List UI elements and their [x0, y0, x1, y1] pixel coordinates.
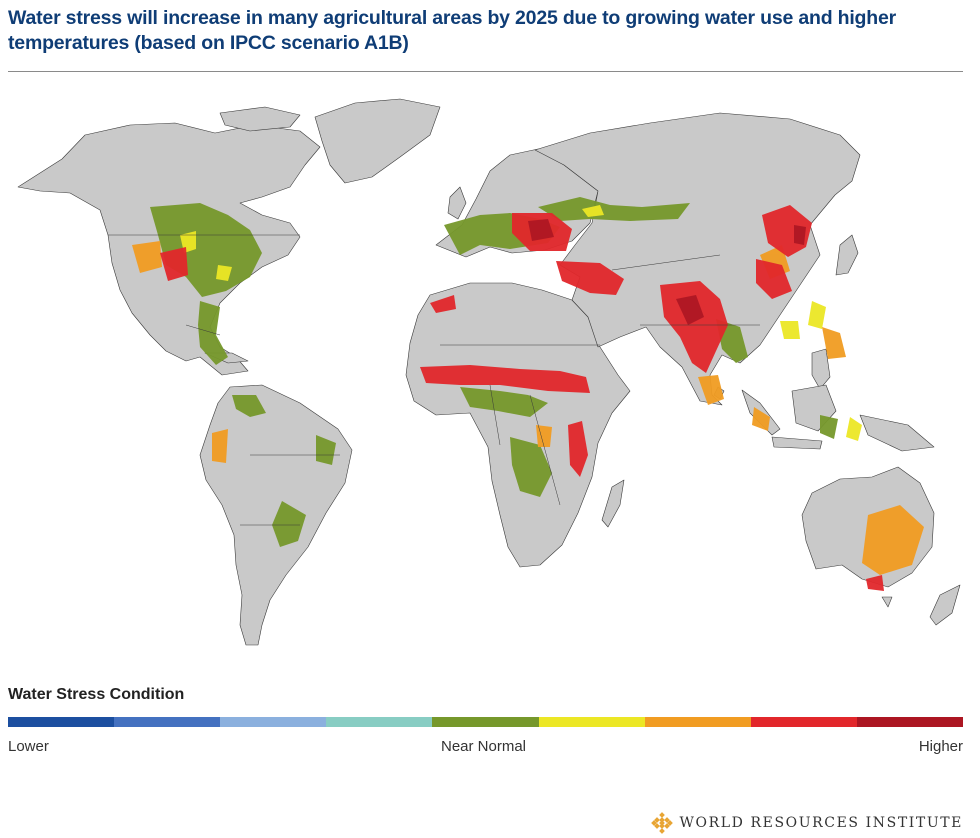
legend-title: Water Stress Condition: [8, 686, 185, 703]
japan: [835, 234, 859, 276]
legend-color-scale: [8, 717, 963, 727]
south-america: [199, 384, 353, 646]
title-divider: [8, 71, 963, 72]
legend-label-near-normal: Near Normal: [441, 738, 527, 755]
legend-swatch-6: [538, 717, 645, 727]
legend-swatch-4: [326, 717, 433, 727]
legend-label-higher: Higher: [918, 738, 963, 755]
wri-brand-name: WORLD RESOURCES INSTITUTE: [679, 815, 963, 831]
legend-swatch-5: [432, 717, 539, 727]
legend-swatch-1: [8, 717, 115, 727]
greenland: [314, 98, 441, 184]
legend-swatch-9: [856, 717, 963, 727]
world-map: [17, 98, 961, 646]
wri-diamond-logo-icon: [650, 812, 673, 834]
country-borders: [108, 234, 760, 526]
stress-moderate: [132, 241, 924, 575]
java: [771, 436, 823, 450]
tasmania: [881, 596, 893, 608]
legend-label-lower: Lower: [8, 738, 49, 755]
legend-swatch-3: [220, 717, 327, 727]
legend-swatch-2: [114, 717, 221, 727]
stress-light: [180, 205, 862, 441]
madagascar: [601, 479, 625, 528]
legend-swatch-8: [750, 717, 857, 727]
page-title: Water stress will increase in many agric…: [8, 7, 897, 54]
great-britain: [447, 186, 467, 220]
stress-very-high: [528, 219, 806, 325]
new-guinea: [859, 414, 935, 452]
philippines: [811, 348, 831, 390]
legend-swatch-7: [644, 717, 751, 727]
new-zealand: [929, 584, 961, 626]
arctic-islands: [219, 106, 301, 132]
wri-branding: WORLD RESOURCES INSTITUTE: [650, 812, 963, 834]
